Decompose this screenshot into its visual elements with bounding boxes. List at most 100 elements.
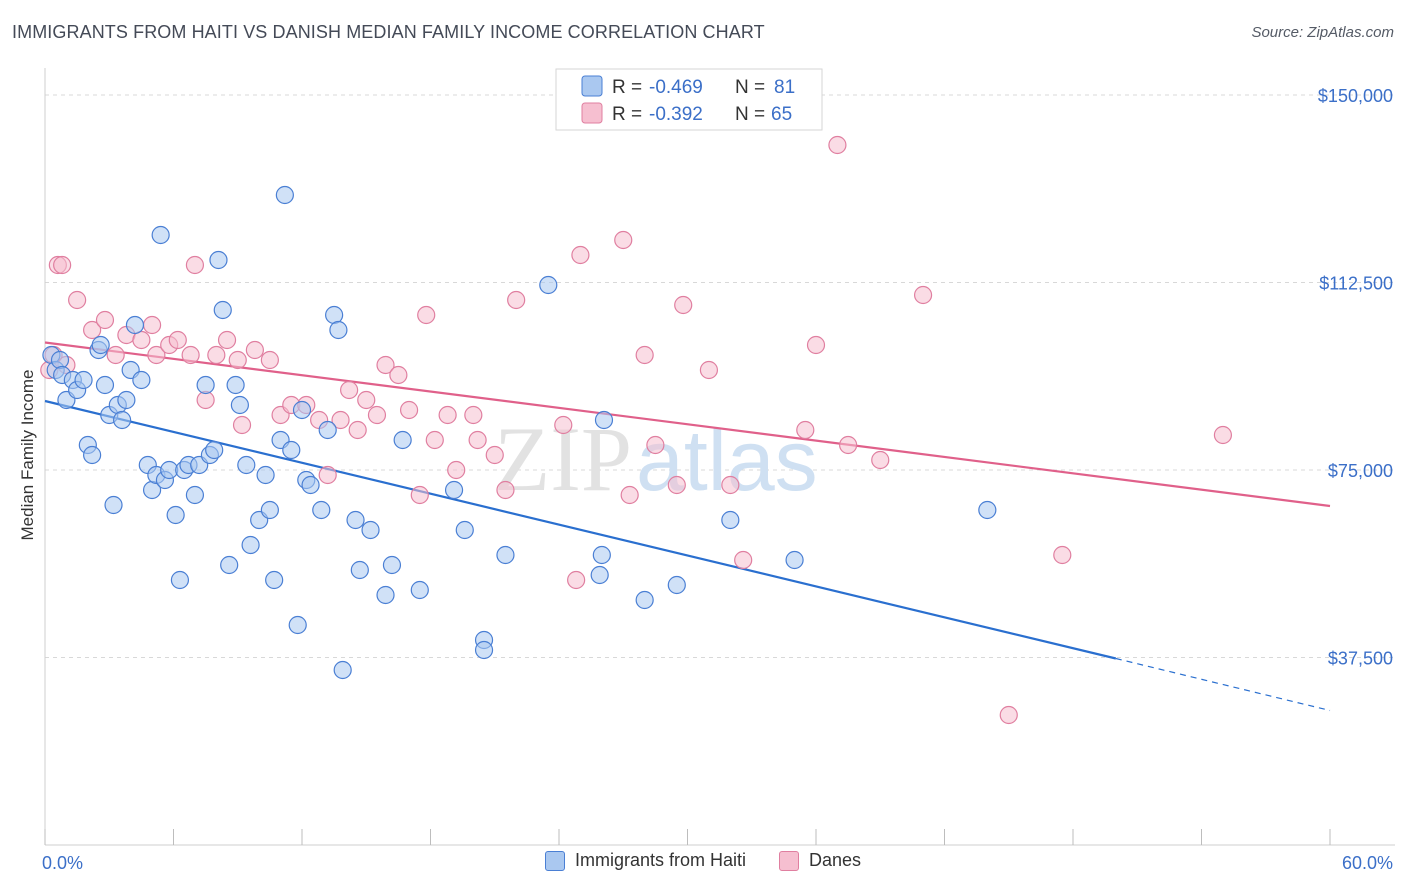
correlation-legend: R = -0.469 N = 81 R = -0.392 N = 65	[555, 68, 823, 131]
haiti-point	[329, 320, 348, 340]
legend-n-value-danes: 65	[771, 104, 792, 125]
danes-point	[367, 405, 387, 425]
haiti-point	[265, 570, 284, 590]
danes-point	[438, 405, 457, 425]
haiti-point	[350, 560, 369, 580]
danes-point	[646, 435, 665, 455]
legend-r-label-haiti: R =	[612, 77, 642, 98]
haiti-point	[275, 185, 294, 205]
danes-point	[554, 415, 573, 435]
haiti-point	[978, 500, 997, 520]
danes-point	[485, 445, 504, 465]
danes-point	[674, 295, 693, 315]
haiti-point	[112, 410, 132, 430]
haiti-point	[318, 420, 337, 440]
danes-point	[168, 330, 187, 350]
legend-r-value-danes: -0.392	[649, 104, 703, 125]
gridlines	[45, 94, 1395, 658]
danes-point	[839, 435, 858, 455]
chart-title: IMMIGRANTS FROM HAITI VS DANISH MEDIAN F…	[12, 22, 765, 42]
haiti-point	[237, 455, 256, 475]
haiti-point	[455, 520, 474, 540]
haiti-point	[410, 580, 429, 600]
haiti-point	[83, 445, 102, 465]
haiti-point	[196, 375, 215, 395]
haiti-point	[151, 225, 170, 245]
y-tick-label: $112,500	[1319, 274, 1393, 294]
danes-point	[913, 285, 933, 305]
haiti-point	[95, 375, 115, 395]
haiti-point	[592, 545, 611, 565]
legend-swatch-danes-bottom	[779, 850, 799, 871]
haiti-point	[117, 390, 136, 410]
danes-point	[228, 350, 247, 370]
haiti-point	[260, 500, 279, 520]
danes-point	[399, 400, 419, 420]
legend-n-label-haiti: N =	[735, 77, 765, 98]
haiti-point	[667, 575, 686, 595]
x-tick-labels: 0.0% 60.0%	[42, 853, 1393, 873]
danes-point	[232, 415, 252, 435]
haiti-point	[282, 440, 301, 460]
haiti-trend-line	[44, 399, 1117, 660]
x-tick-label: 0.0%	[42, 853, 83, 873]
danes-point	[340, 380, 359, 400]
danes-point	[185, 255, 205, 275]
haiti-trend-extension	[1115, 657, 1331, 712]
haiti-point	[539, 275, 558, 295]
danes-point	[53, 255, 72, 275]
danes-point	[464, 405, 483, 425]
haiti-point	[496, 545, 515, 565]
danes-point	[318, 465, 337, 485]
y-tick-label: $75,000	[1328, 461, 1393, 481]
y-tick-label: $150,000	[1318, 86, 1393, 106]
haiti-point	[185, 485, 205, 505]
danes-point	[614, 230, 633, 250]
haiti-point	[220, 555, 239, 575]
legend-item-haiti: Immigrants from Haiti	[544, 850, 746, 871]
haiti-point	[312, 500, 331, 520]
y-tick-label: $37,500	[1328, 649, 1393, 669]
haiti-point	[132, 370, 151, 390]
haiti-point	[635, 590, 654, 610]
haiti-point	[721, 510, 740, 530]
haiti-point	[125, 315, 145, 335]
danes-point	[1213, 425, 1233, 445]
haiti-point	[301, 475, 320, 495]
y-axis-label: Median Family Income	[18, 369, 37, 540]
legend-swatch-danes	[581, 102, 603, 124]
danes-point	[1053, 545, 1072, 565]
danes-point	[68, 290, 87, 310]
danes-point	[207, 345, 226, 365]
haiti-point	[474, 640, 494, 660]
danes-point	[417, 305, 436, 325]
danes-point	[348, 420, 367, 440]
haiti-point	[213, 300, 232, 320]
danes-point	[507, 290, 526, 310]
trend-lines	[44, 341, 1331, 712]
haiti-point	[393, 430, 412, 450]
y-tick-labels: $37,500 $75,000 $112,500 $150,000	[1318, 86, 1393, 669]
haiti-point	[256, 465, 275, 485]
danes-point	[425, 430, 444, 450]
danes-point	[496, 480, 515, 500]
danes-point	[142, 315, 162, 335]
danes-point	[567, 570, 586, 590]
legend-r-label-danes: R =	[612, 104, 642, 125]
danes-point	[447, 460, 466, 480]
legend-label-haiti: Immigrants from Haiti	[574, 850, 746, 870]
danes-point	[95, 310, 115, 330]
danes-point	[699, 360, 719, 380]
haiti-point	[50, 350, 70, 370]
legend-item-danes: Danes	[779, 850, 861, 871]
haiti-point	[376, 585, 395, 605]
source-label: Source: ZipAtlas.com	[1251, 24, 1394, 41]
haiti-point	[74, 370, 93, 390]
haiti-point	[288, 615, 307, 635]
haiti-point	[444, 480, 464, 500]
danes-point	[734, 550, 753, 570]
danes-point	[635, 345, 654, 365]
danes-point	[260, 350, 279, 370]
danes-point	[376, 355, 395, 375]
